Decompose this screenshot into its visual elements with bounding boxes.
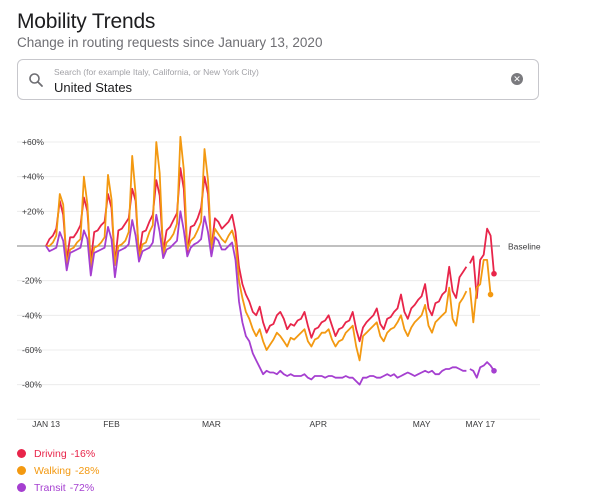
series-line-driving	[45, 167, 468, 343]
legend-item-driving: Driving -16%	[17, 445, 99, 462]
y-tick-label: +60%	[22, 137, 44, 147]
series-line-walking-recent	[469, 259, 492, 324]
y-tick-label: +20%	[22, 206, 44, 216]
y-tick-label: -80%	[22, 380, 42, 390]
legend: Driving -16% Walking -28% Transit -72%	[17, 445, 99, 496]
page-subtitle: Change in routing requests since January…	[17, 35, 323, 50]
legend-label: Walking	[34, 464, 71, 477]
y-tick-label: +40%	[22, 172, 44, 182]
y-tick-label: -60%	[22, 345, 42, 355]
legend-value: -28%	[74, 464, 100, 477]
page-title: Mobility Trends	[17, 10, 156, 33]
x-tick-label: MAR	[202, 419, 221, 429]
search-input[interactable]: United States	[54, 80, 133, 95]
series-line-driving-recent	[469, 227, 495, 299]
series-line-walking	[46, 135, 468, 362]
search-bar[interactable]: Search (for example Italy, California, o…	[17, 59, 539, 100]
search-icon	[29, 73, 43, 87]
series-line-transit-recent	[469, 361, 495, 379]
close-circle-icon[interactable]: ✕	[511, 73, 523, 85]
series-line-transit	[45, 210, 467, 386]
y-tick-label: -40%	[22, 310, 42, 320]
legend-label: Transit	[34, 481, 66, 494]
x-tick-label: MAY	[413, 419, 431, 429]
x-tick-label: JAN 13	[32, 419, 60, 429]
search-placeholder: Search (for example Italy, California, o…	[54, 67, 259, 77]
x-tick-label: FEB	[103, 419, 120, 429]
mobility-chart: Baseline +60% +40% +20% -20% -40% -60% -80% JAN …	[17, 135, 541, 429]
legend-dot	[17, 449, 26, 458]
x-tick-label: MAY 17	[465, 419, 495, 429]
series-end-point-driving	[491, 270, 497, 277]
legend-item-walking: Walking -28%	[17, 462, 99, 479]
legend-dot	[17, 483, 26, 492]
legend-label: Driving	[34, 447, 67, 460]
series-end-point-walking	[487, 291, 494, 298]
x-tick-label: APR	[310, 419, 327, 429]
legend-value: -16%	[70, 447, 96, 460]
baseline-label: Baseline	[508, 242, 541, 252]
legend-dot	[17, 466, 26, 475]
legend-item-transit: Transit -72%	[17, 479, 99, 496]
series-end-point-transit	[491, 367, 497, 374]
legend-value: -72%	[69, 481, 95, 494]
y-tick-label: -20%	[22, 276, 42, 286]
